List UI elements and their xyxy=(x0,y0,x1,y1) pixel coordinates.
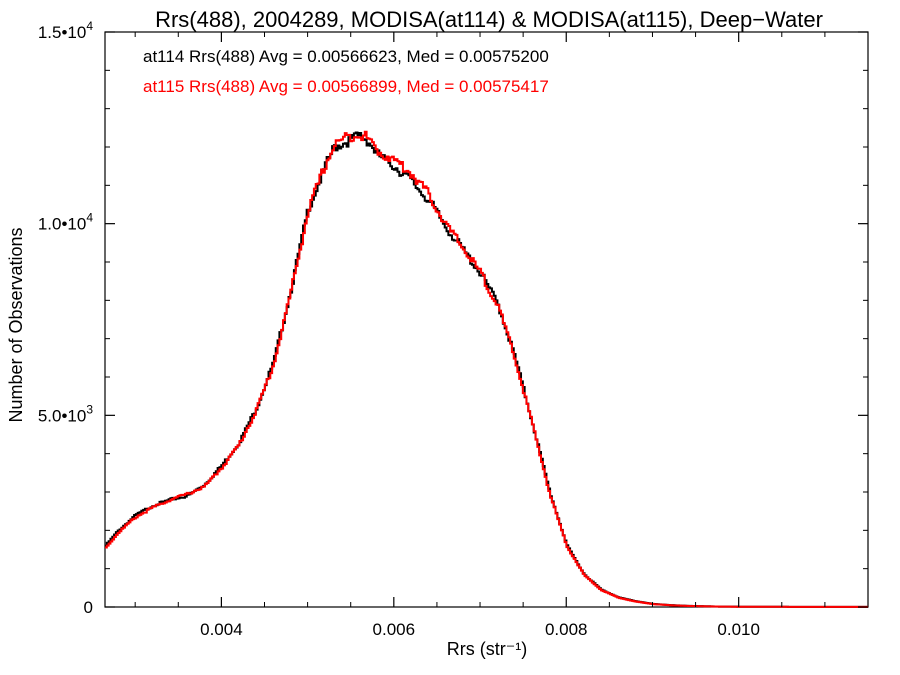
series-annotation-at114: at114 Rrs(488) Avg = 0.00566623, Med = 0… xyxy=(143,47,549,66)
plot-area xyxy=(104,31,869,608)
x-tick-label: 0.008 xyxy=(545,620,588,639)
series-line-at115 xyxy=(105,130,868,608)
y-axis-label: Number of Observations xyxy=(6,227,26,422)
y-tick-label: 1.5•104 xyxy=(38,19,94,42)
y-tick-label: 0 xyxy=(84,598,93,617)
x-tick-label: 0.010 xyxy=(717,620,760,639)
axes-layer: 0.004 0.006 0.008 0.010 0 5.0•103 1.0•104 1.5•1… xyxy=(38,19,868,639)
series-layer xyxy=(105,130,868,608)
series-annotation-at115: at115 Rrs(488) Avg = 0.00566899, Med = 0… xyxy=(143,77,549,96)
x-tick-label: 0.004 xyxy=(200,620,243,639)
y-tick-label: 1.0•104 xyxy=(38,211,94,234)
x-tick-label: 0.006 xyxy=(373,620,416,639)
y-tick-label: 5.0•103 xyxy=(38,402,94,425)
series-line-at114 xyxy=(105,131,868,608)
x-axis-label: Rrs (str⁻¹) xyxy=(447,639,527,659)
chart-title: Rrs(488), 2004289, MODISA(at114) & MODIS… xyxy=(155,7,823,32)
plot-frame xyxy=(104,31,869,608)
